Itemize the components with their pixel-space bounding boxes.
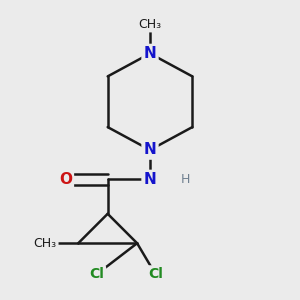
Text: O: O bbox=[59, 172, 72, 187]
Text: Cl: Cl bbox=[148, 267, 163, 281]
Text: N: N bbox=[144, 142, 156, 158]
Text: CH₃: CH₃ bbox=[34, 237, 57, 250]
Text: CH₃: CH₃ bbox=[138, 17, 162, 31]
Text: N: N bbox=[144, 172, 156, 187]
Text: Cl: Cl bbox=[89, 267, 104, 281]
Text: N: N bbox=[144, 46, 156, 61]
Text: H: H bbox=[180, 173, 190, 186]
